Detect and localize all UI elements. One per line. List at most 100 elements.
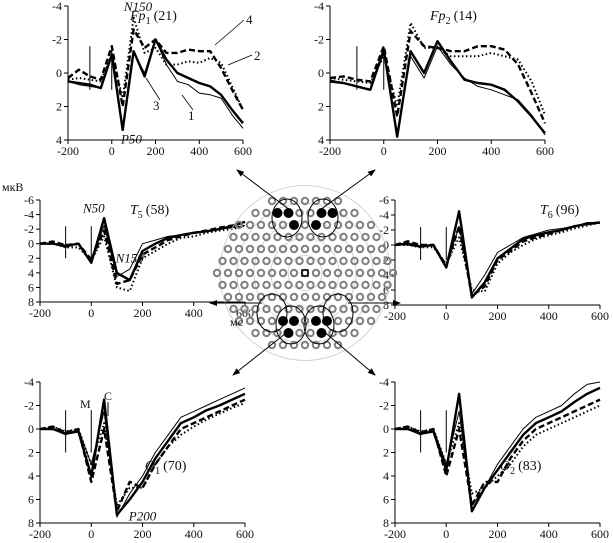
y-tick-label: 0: [318, 66, 324, 80]
electrode: [245, 316, 255, 326]
electrode: [251, 208, 260, 218]
electrode-group-outline: [271, 198, 303, 238]
electrode: [212, 268, 222, 278]
electrode: [350, 208, 359, 218]
peak-annotation: P200: [128, 509, 157, 524]
x-tick-label: 200: [429, 144, 447, 158]
title-count: (21): [154, 9, 178, 24]
series-line-2: [394, 404, 601, 495]
x-tick-label: 0: [381, 144, 387, 158]
y-tick-label: -2: [52, 33, 62, 47]
electrode: [267, 196, 277, 206]
electrode: [366, 268, 376, 278]
electrode: [234, 316, 244, 326]
peak-annotation: N50: [82, 200, 105, 215]
electrode: [361, 280, 370, 290]
electrode: [300, 196, 310, 206]
electrode: [245, 292, 255, 302]
electrode: [295, 280, 304, 290]
electrode: [300, 268, 310, 278]
electrode: [317, 280, 326, 290]
electrode: [306, 208, 315, 218]
x-tick-label: 0: [88, 527, 94, 541]
chart-title: Fp2 (14): [429, 9, 477, 27]
electrode: [300, 340, 310, 350]
head-grid-ring: [219, 185, 391, 361]
electrode: [377, 292, 387, 302]
electrode: [283, 208, 294, 218]
electrode: [267, 292, 277, 302]
y-tick-label: 8: [28, 516, 34, 530]
electrode: [311, 196, 321, 206]
electrode: [344, 220, 354, 230]
electrode: [339, 280, 348, 290]
electrode: [229, 280, 238, 290]
y-tick-label: 4: [383, 268, 389, 282]
electrode: [316, 208, 327, 218]
electrode: [295, 232, 304, 242]
electrode: [229, 304, 238, 314]
head-grid-ring: [270, 237, 340, 309]
series-label-1: 1: [188, 108, 195, 123]
electrode: [328, 232, 337, 242]
electrode-group-outline: [307, 198, 339, 238]
electrode: [350, 232, 359, 242]
electrode: [383, 280, 392, 290]
series-line-3: [40, 392, 246, 516]
x-tick-label: 0: [109, 144, 115, 158]
electrode-group-outline: [275, 305, 307, 345]
electrode: [256, 268, 266, 278]
title-sub: 2: [446, 16, 451, 27]
electrode: [366, 316, 376, 326]
series-line-3: [67, 38, 244, 132]
x-tick-label: -200: [384, 309, 406, 323]
x-tick-label: 200: [489, 309, 507, 323]
y-tick-label: 6: [383, 493, 389, 507]
series-line-2: [39, 402, 246, 507]
electrode: [223, 244, 233, 254]
series-label-4: 4: [246, 12, 253, 27]
y-tick-label: 2: [28, 251, 34, 265]
electrode: [333, 244, 343, 254]
label-leader: [181, 94, 194, 111]
electrode: [240, 304, 249, 314]
peak-annotation: P50: [120, 131, 142, 146]
title-sub: 6: [548, 210, 553, 221]
title-count: (58): [146, 203, 170, 218]
electrode: [272, 208, 283, 218]
title-main: Fp: [429, 9, 446, 24]
x-tick-label: 400: [540, 527, 558, 541]
electrode: [333, 196, 343, 206]
x-tick-label: -200: [57, 144, 79, 158]
electrode: [355, 220, 365, 230]
electrode: [234, 220, 244, 230]
electrode: [372, 256, 381, 266]
title-main: Fp: [129, 9, 146, 24]
title-sub: 1: [146, 16, 151, 27]
electrode: [289, 292, 299, 302]
electrode: [328, 304, 337, 314]
electrode: [366, 244, 376, 254]
label-leader: [145, 77, 161, 101]
y-tick-label: 8: [28, 295, 34, 309]
electrode: [289, 220, 299, 230]
series-line-3: [329, 40, 546, 138]
electrode: [377, 268, 387, 278]
title-sub: 2: [510, 466, 515, 477]
chart-title: Fp1 (21): [129, 9, 177, 27]
y-tick-label: -2: [24, 222, 34, 236]
electrode: [251, 328, 260, 338]
electrode: [355, 244, 365, 254]
series-label-3: 3: [153, 98, 160, 113]
y-tick-label: 4: [28, 266, 34, 280]
electrode: [229, 232, 238, 242]
chart-title: T5 (58): [130, 203, 169, 221]
y-tick-label: -6: [24, 193, 34, 207]
series-line-3: [395, 386, 601, 513]
x-tick-label: 200: [489, 527, 507, 541]
electrode: [306, 328, 315, 338]
chart-title: T6 (96): [540, 203, 579, 221]
x-tick-label: 400: [190, 144, 208, 158]
electrode: [295, 208, 304, 218]
